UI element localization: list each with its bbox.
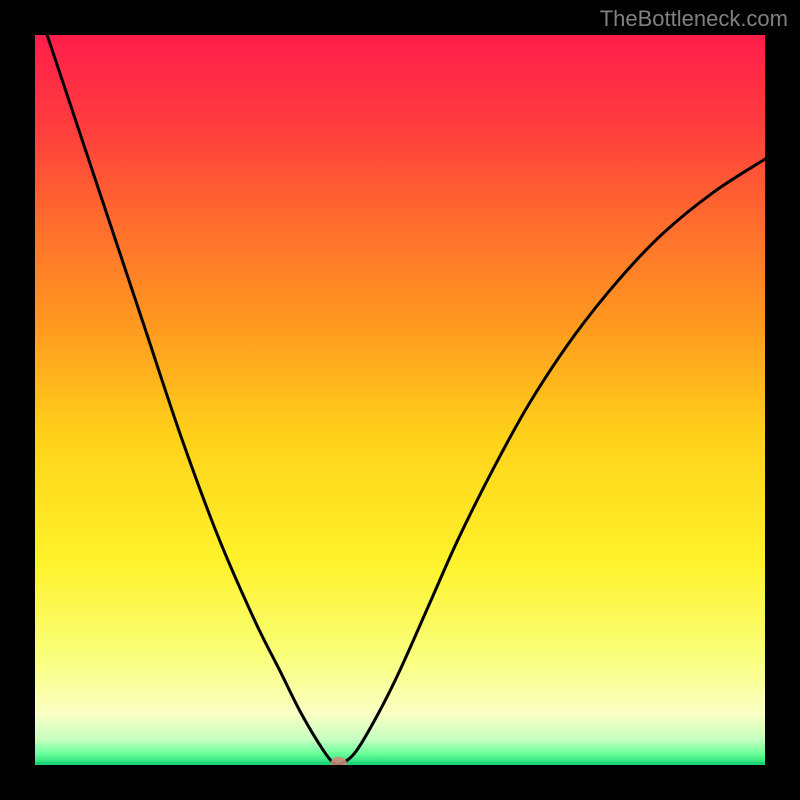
plot-area	[35, 35, 765, 765]
bottleneck-chart	[35, 35, 765, 765]
gradient-background	[35, 35, 765, 765]
bottom-strip	[35, 762, 765, 765]
chart-container: TheBottleneck.com	[0, 0, 800, 800]
watermark-text: TheBottleneck.com	[600, 6, 788, 32]
